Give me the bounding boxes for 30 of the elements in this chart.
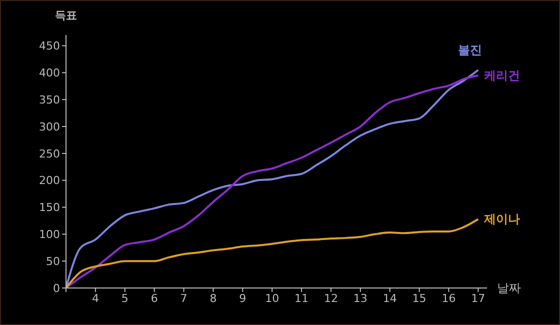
x-tick-label: 7 xyxy=(180,292,188,305)
y-tick-label: 300 xyxy=(39,120,60,134)
x-tick-label: 12 xyxy=(324,292,338,305)
y-tick-label: 350 xyxy=(39,94,60,106)
x-axis-title: 날짜 xyxy=(497,281,521,295)
series-label: 제이나 xyxy=(483,212,520,226)
series-label: 케리건 xyxy=(483,68,520,82)
line-series xyxy=(66,218,480,288)
y-axis-title: 득표 xyxy=(55,9,77,22)
x-tick-label: 4 xyxy=(92,292,99,305)
series-label: 볼진 xyxy=(458,42,482,57)
x-tick-label: 15 xyxy=(412,292,426,305)
x-tick-label: 5 xyxy=(121,292,128,305)
x-tick-label: 13 xyxy=(353,292,368,305)
x-tick-label: 16 xyxy=(442,292,456,305)
y-tick-label: 150 xyxy=(39,201,60,214)
x-tick-label: 10 xyxy=(265,292,280,305)
y-tick-label: 200 xyxy=(39,174,60,188)
x-tick-label: 9 xyxy=(239,292,246,305)
x-tick-label: 11 xyxy=(294,292,309,305)
x-tick-label: 14 xyxy=(382,292,397,305)
y-tick-label: 450 xyxy=(39,40,60,53)
y-tick-label: 0 xyxy=(53,282,60,295)
x-tick-label: 8 xyxy=(210,292,217,305)
y-tick-label: 100 xyxy=(39,228,60,242)
y-tick-label: 250 xyxy=(39,147,60,160)
y-tick-label: 50 xyxy=(46,254,60,268)
y-tick-label: 400 xyxy=(39,66,60,80)
x-tick-label: 6 xyxy=(150,292,158,305)
x-tick-label: 17 xyxy=(471,292,486,305)
